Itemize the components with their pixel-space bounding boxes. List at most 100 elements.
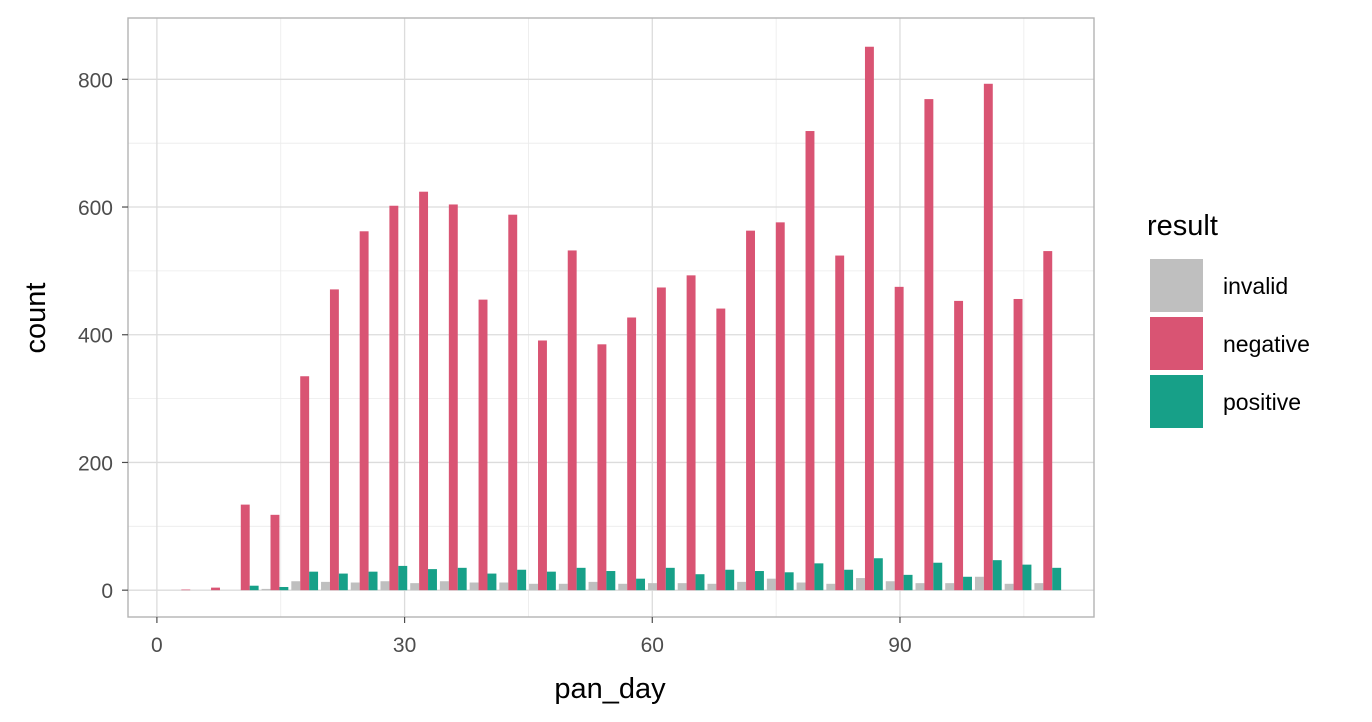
bar-negative — [359, 231, 369, 591]
y-tick-labels: 0 200 400 600 800 — [78, 69, 113, 603]
panel-border — [127, 17, 1095, 618]
bar-invalid — [588, 581, 598, 591]
bar-invalid — [499, 582, 509, 591]
bar-positive — [338, 573, 348, 591]
bar-positive — [814, 563, 824, 591]
legend-label-invalid: invalid — [1223, 273, 1288, 299]
bar-negative — [567, 250, 577, 591]
bar-positive — [309, 571, 319, 591]
x-tick-label: 0 — [151, 634, 163, 657]
bar-positive — [249, 585, 259, 591]
bar-negative — [478, 299, 488, 591]
bar-invalid — [321, 581, 330, 591]
bar-negative — [538, 340, 547, 591]
bar-negative — [983, 83, 993, 591]
bar-invalid — [410, 583, 420, 591]
bar-invalid — [618, 583, 628, 591]
bar-negative — [508, 214, 518, 591]
legend-label-positive: positive — [1223, 389, 1301, 415]
y-tick-label: 600 — [78, 197, 113, 220]
bar-negative — [211, 587, 220, 591]
x-tick-label: 30 — [393, 634, 416, 657]
bar-positive — [1052, 567, 1062, 591]
y-tick-label: 400 — [78, 325, 113, 348]
bar-positive — [903, 574, 913, 591]
bar-invalid — [856, 578, 865, 591]
bar-positive — [963, 576, 972, 591]
bar-positive — [398, 565, 408, 591]
bar-negative — [686, 275, 696, 591]
bars — [181, 46, 1062, 591]
bar-negative — [864, 46, 874, 591]
bar-invalid — [766, 578, 776, 591]
bar-negative — [716, 308, 726, 591]
bar-negative — [894, 286, 904, 591]
bar-negative — [954, 300, 964, 591]
bar-invalid — [707, 583, 717, 591]
bar-negative — [746, 230, 755, 591]
y-tick-label: 0 — [101, 580, 113, 603]
bar-positive — [992, 560, 1002, 591]
bar-positive — [695, 574, 705, 591]
bar-invalid — [291, 581, 301, 591]
bar-invalid — [915, 583, 925, 591]
bar-negative — [419, 191, 429, 591]
x-tick-labels: 0 30 60 90 — [151, 634, 912, 657]
bar-positive — [487, 573, 497, 591]
bar-positive — [873, 558, 883, 591]
legend-title: result — [1147, 210, 1218, 242]
bar-positive — [279, 586, 289, 591]
bar-invalid — [647, 583, 657, 591]
legend-items: invalid negative positive — [1150, 259, 1310, 428]
bar-positive — [665, 567, 675, 591]
bar-negative — [627, 317, 637, 591]
bar-invalid — [945, 583, 955, 591]
bar-invalid — [737, 581, 747, 591]
bar-invalid — [469, 582, 479, 591]
bar-invalid — [350, 582, 360, 591]
bar-invalid — [1004, 583, 1014, 591]
bar-negative — [1043, 251, 1053, 591]
axis-ticks — [122, 78, 901, 623]
bar-invalid — [974, 576, 984, 591]
bar-negative — [656, 287, 666, 591]
bar-invalid — [439, 581, 449, 591]
bar-positive — [754, 571, 764, 591]
bar-negative — [775, 222, 785, 591]
legend-swatch-negative — [1150, 317, 1203, 370]
legend-label-negative: negative — [1223, 331, 1310, 357]
bar-negative — [448, 204, 458, 591]
bar-invalid — [261, 588, 271, 591]
bar-positive — [606, 571, 616, 591]
bar-positive — [457, 567, 467, 591]
x-axis-title: pan_day — [554, 673, 666, 705]
bar-invalid — [380, 581, 390, 591]
bar-positive — [636, 578, 646, 591]
bar-negative — [924, 99, 934, 591]
legend-swatch-positive — [1150, 375, 1203, 428]
y-tick-label: 200 — [78, 452, 113, 475]
bar-positive — [517, 569, 527, 591]
bar-positive — [1022, 564, 1032, 591]
bar-negative — [300, 376, 310, 591]
bar-negative — [240, 504, 250, 591]
x-tick-label: 60 — [641, 634, 664, 657]
bar-positive — [368, 571, 378, 591]
bar-positive — [844, 569, 854, 591]
bar-negative — [1013, 298, 1023, 591]
bar-invalid — [885, 581, 895, 591]
bar-positive — [576, 567, 586, 591]
bar-invalid — [826, 583, 836, 591]
bar-invalid — [558, 583, 568, 591]
legend: result invalid negative positive — [1147, 210, 1310, 428]
legend-swatch-invalid — [1150, 259, 1203, 312]
x-tick-label: 90 — [888, 634, 911, 657]
bar-positive — [725, 569, 735, 591]
bar-positive — [546, 571, 556, 591]
bar-positive — [784, 572, 794, 591]
bar-invalid — [796, 582, 806, 591]
bar-negative — [389, 205, 399, 591]
bar-negative — [329, 289, 339, 591]
bar-negative — [805, 131, 815, 591]
